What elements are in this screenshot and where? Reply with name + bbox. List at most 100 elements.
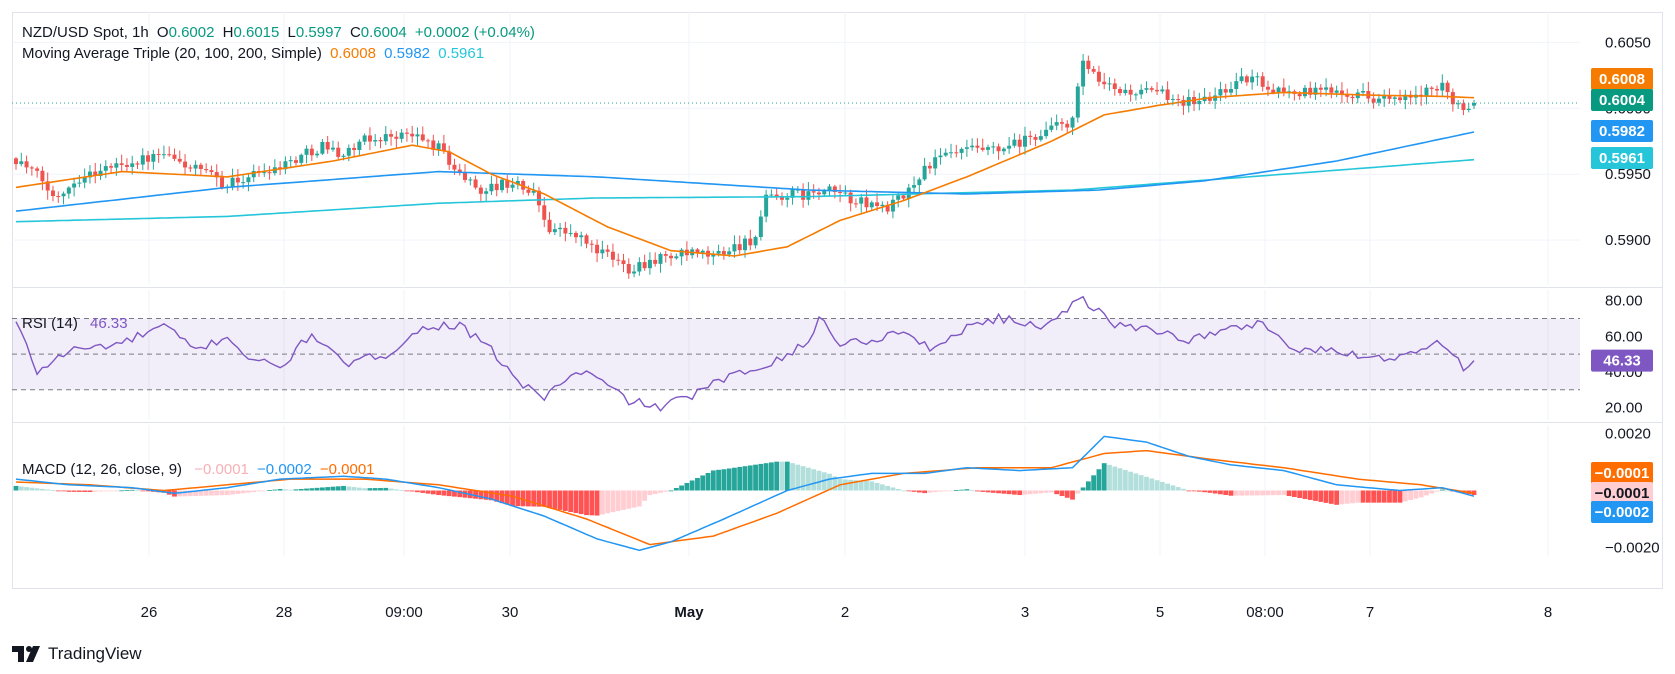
candle-down[interactable]: [420, 126, 425, 142]
candle-down[interactable]: [505, 175, 510, 194]
candle-up[interactable]: [1234, 72, 1239, 96]
candle-down[interactable]: [1128, 84, 1133, 102]
candle-up[interactable]: [1255, 72, 1260, 86]
candle-up[interactable]: [1250, 69, 1255, 90]
candle-up[interactable]: [193, 160, 198, 176]
candle-down[interactable]: [394, 131, 399, 148]
candle-down[interactable]: [621, 253, 626, 273]
candle-down[interactable]: [1345, 88, 1350, 103]
candle-down[interactable]: [1450, 88, 1455, 112]
candle-up[interactable]: [964, 139, 969, 157]
candle-up[interactable]: [1038, 129, 1043, 142]
candle-up[interactable]: [785, 193, 790, 208]
candle-down[interactable]: [653, 252, 658, 267]
candle-up[interactable]: [1424, 84, 1429, 105]
candle-down[interactable]: [267, 165, 272, 180]
candle-down[interactable]: [779, 192, 784, 206]
candle-down[interactable]: [1033, 134, 1038, 147]
candle-up[interactable]: [320, 138, 325, 156]
candle-down[interactable]: [1165, 81, 1170, 105]
candle-down[interactable]: [848, 189, 853, 212]
candle-up[interactable]: [769, 189, 774, 197]
candle-up[interactable]: [1302, 84, 1307, 99]
candle-up[interactable]: [1313, 82, 1318, 100]
candle-down[interactable]: [584, 233, 589, 249]
candle-down[interactable]: [367, 127, 372, 151]
candle-down[interactable]: [220, 170, 225, 190]
candle-down[interactable]: [853, 198, 858, 208]
candle-up[interactable]: [711, 250, 716, 265]
candle-up[interactable]: [1440, 74, 1445, 97]
candle-down[interactable]: [45, 172, 50, 200]
tradingview-logo[interactable]: TradingView: [12, 644, 142, 664]
candle-down[interactable]: [177, 150, 182, 164]
candle-down[interactable]: [774, 188, 779, 200]
candle-up[interactable]: [1197, 92, 1202, 111]
candle-down[interactable]: [447, 145, 452, 170]
candle-down[interactable]: [1065, 120, 1070, 134]
candle-up[interactable]: [949, 143, 954, 159]
candle-down[interactable]: [293, 156, 298, 166]
candle-up[interactable]: [468, 176, 473, 186]
candle-down[interactable]: [1435, 85, 1440, 98]
candle-up[interactable]: [1001, 147, 1006, 156]
candle-down[interactable]: [325, 136, 330, 154]
candle-down[interactable]: [146, 150, 151, 170]
candle-up[interactable]: [98, 163, 103, 180]
candle-down[interactable]: [589, 240, 594, 253]
candle-down[interactable]: [547, 211, 552, 235]
candle-down[interactable]: [1028, 130, 1033, 146]
candle-up[interactable]: [1054, 114, 1059, 131]
candle-up[interactable]: [383, 125, 388, 146]
candle-up[interactable]: [1466, 103, 1471, 113]
candle-up[interactable]: [315, 150, 320, 158]
candle-up[interactable]: [1392, 95, 1397, 106]
candle-up[interactable]: [399, 128, 404, 143]
candle-up[interactable]: [859, 193, 864, 213]
candle-up[interactable]: [1239, 67, 1244, 84]
candle-down[interactable]: [167, 146, 172, 157]
candle-up[interactable]: [552, 223, 557, 236]
candle-up[interactable]: [1229, 81, 1233, 96]
candle-up[interactable]: [103, 160, 108, 179]
candle-down[interactable]: [40, 166, 45, 191]
candle-down[interactable]: [24, 155, 29, 174]
candle-down[interactable]: [954, 144, 959, 158]
candle-down[interactable]: [1102, 72, 1107, 90]
candle-down[interactable]: [209, 165, 214, 176]
candle-down[interactable]: [1149, 86, 1154, 93]
candle-down[interactable]: [1429, 86, 1434, 96]
candle-down[interactable]: [172, 148, 177, 162]
candle-down[interactable]: [1086, 55, 1091, 74]
candle-up[interactable]: [1144, 81, 1149, 94]
candle-down[interactable]: [404, 128, 409, 142]
candle-up[interactable]: [288, 155, 293, 168]
candle-down[interactable]: [975, 138, 980, 153]
candle-down[interactable]: [642, 254, 647, 271]
candle-up[interactable]: [674, 253, 679, 260]
candle-up[interactable]: [558, 222, 563, 237]
candle-down[interactable]: [1281, 78, 1286, 97]
candle-down[interactable]: [352, 143, 357, 158]
candle-up[interactable]: [1361, 83, 1366, 97]
candle-up[interactable]: [1022, 126, 1027, 155]
candle-up[interactable]: [1044, 121, 1049, 139]
candle-up[interactable]: [283, 156, 288, 175]
candle-down[interactable]: [864, 189, 869, 212]
candle-down[interactable]: [156, 148, 161, 163]
candle-down[interactable]: [1112, 78, 1117, 96]
candle-up[interactable]: [515, 176, 520, 190]
candle-up[interactable]: [415, 127, 420, 146]
candle-down[interactable]: [1118, 86, 1123, 96]
candle-down[interactable]: [1096, 65, 1101, 87]
candle-up[interactable]: [510, 177, 515, 192]
candle-up[interactable]: [938, 148, 943, 165]
candle-up[interactable]: [991, 141, 996, 154]
candle-down[interactable]: [29, 165, 34, 176]
candle-down[interactable]: [595, 239, 600, 263]
candle-down[interactable]: [56, 191, 61, 203]
candle-up[interactable]: [1213, 87, 1218, 109]
candle-up[interactable]: [758, 210, 763, 241]
candle-up[interactable]: [151, 149, 156, 170]
candle-up[interactable]: [373, 134, 378, 147]
